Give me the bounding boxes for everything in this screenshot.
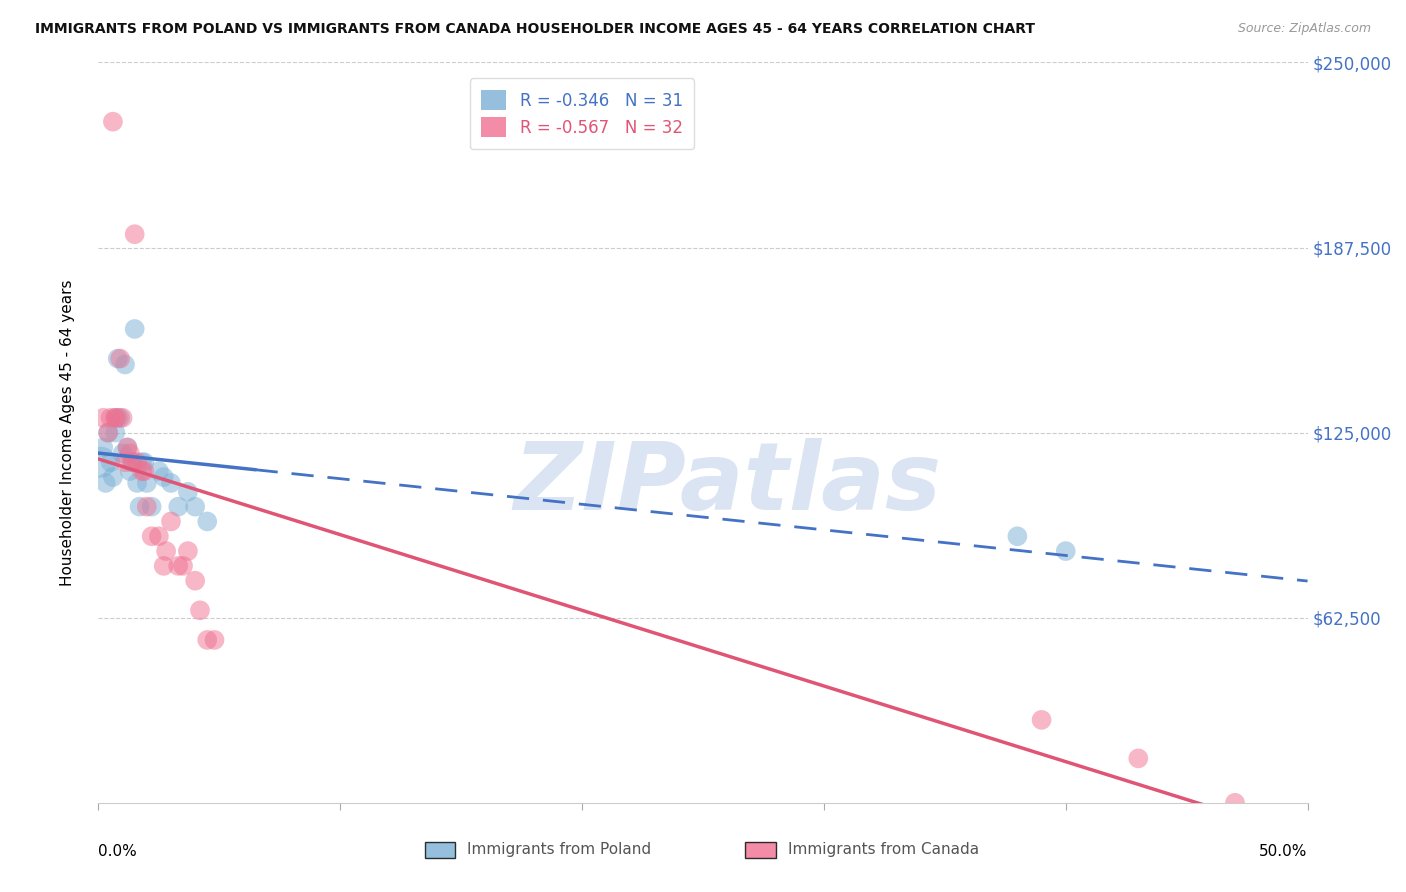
Point [127, 455, 149, 469]
Point [104, 410, 127, 425]
Text: 0.0%: 0.0% [98, 844, 138, 858]
Point [128, 500, 150, 514]
Point [117, 441, 139, 455]
Text: Immigrants from Canada: Immigrants from Canada [787, 842, 979, 857]
Point [135, 500, 157, 514]
FancyBboxPatch shape [745, 842, 776, 858]
Point [204, 632, 226, 647]
Point [90, 455, 112, 469]
Text: Immigrants from Poland: Immigrants from Poland [467, 842, 651, 857]
Point [121, 455, 143, 469]
Point [97, 425, 120, 440]
Point [111, 446, 134, 460]
Point [101, 470, 124, 484]
Point [124, 322, 146, 336]
Point [1054, 544, 1077, 558]
Point [114, 358, 136, 372]
Point [100, 455, 122, 469]
Point [1031, 713, 1053, 727]
Text: ZIPatlas: ZIPatlas [513, 439, 941, 531]
Point [118, 446, 141, 460]
Text: IMMIGRANTS FROM POLAND VS IMMIGRANTS FROM CANADA HOUSEHOLDER INCOME AGES 45 - 64: IMMIGRANTS FROM POLAND VS IMMIGRANTS FRO… [35, 22, 1035, 37]
Point [127, 475, 149, 490]
Text: 50.0%: 50.0% [1260, 844, 1308, 858]
Point [114, 455, 136, 469]
Text: Source: ZipAtlas.com: Source: ZipAtlas.com [1237, 22, 1371, 36]
Point [97, 425, 120, 440]
Point [1007, 529, 1029, 543]
Point [101, 114, 124, 128]
Point [1128, 751, 1150, 765]
Point [160, 475, 183, 490]
FancyBboxPatch shape [425, 842, 456, 858]
Point [100, 410, 122, 425]
Point [135, 475, 157, 490]
Point [167, 500, 190, 514]
Y-axis label: Householder Income Ages 45 - 64 years: Householder Income Ages 45 - 64 years [60, 279, 75, 586]
Point [107, 351, 129, 366]
Point [195, 632, 218, 647]
Point [117, 441, 139, 455]
Point [104, 410, 127, 425]
Point [124, 227, 146, 242]
Point [141, 500, 163, 514]
Point [104, 425, 127, 440]
Point [111, 410, 134, 425]
Point [188, 603, 211, 617]
Point [91, 441, 114, 455]
Point [107, 410, 129, 425]
Point [131, 455, 153, 469]
Point [167, 558, 190, 573]
Point [195, 515, 218, 529]
Point [184, 574, 207, 588]
Point [134, 464, 156, 478]
Point [184, 500, 207, 514]
Point [118, 464, 141, 478]
Point [108, 410, 131, 425]
Point [152, 470, 174, 484]
Point [108, 351, 131, 366]
Point [148, 464, 170, 478]
Point [155, 544, 177, 558]
Point [94, 475, 117, 490]
Point [172, 558, 194, 573]
Point [131, 464, 153, 478]
Point [141, 529, 163, 543]
Point [177, 544, 200, 558]
Point [121, 455, 143, 469]
Point [134, 455, 156, 469]
Point [160, 515, 183, 529]
Legend: R = -0.346   N = 31, R = -0.567   N = 32: R = -0.346 N = 31, R = -0.567 N = 32 [470, 78, 695, 149]
Point [152, 558, 174, 573]
Point [91, 410, 114, 425]
Point [177, 484, 200, 499]
Point [1223, 796, 1246, 810]
Point [148, 529, 170, 543]
